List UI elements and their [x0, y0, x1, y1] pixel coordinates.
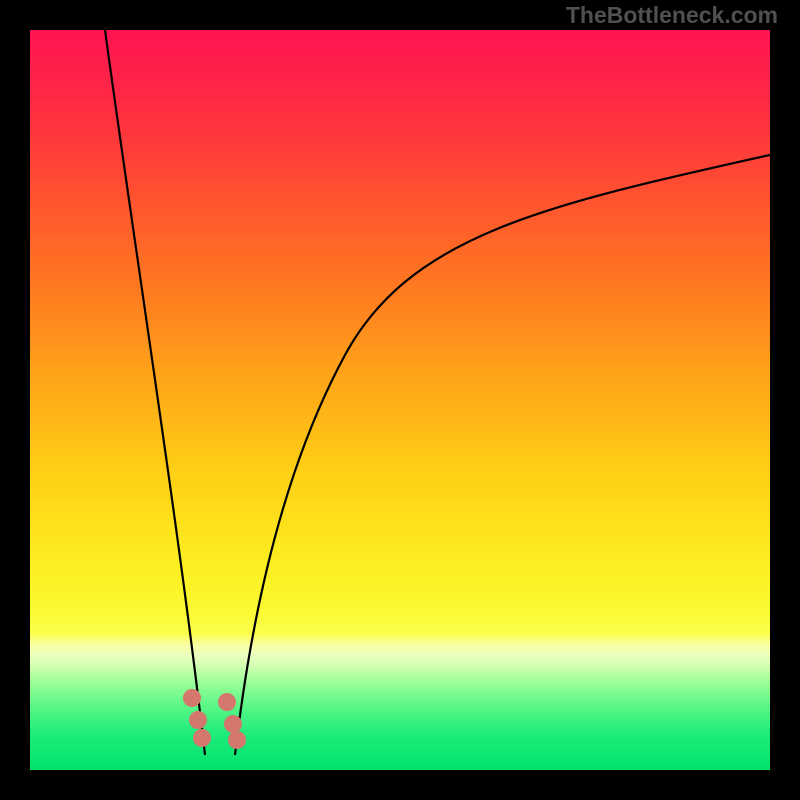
- valley-marker-point: [224, 715, 242, 733]
- curve-left-branch: [105, 30, 205, 755]
- valley-marker-point: [183, 689, 201, 707]
- watermark-text: TheBottleneck.com: [566, 2, 778, 29]
- bottleneck-curve: [30, 30, 770, 770]
- valley-markers: [183, 689, 246, 749]
- curve-right-branch: [235, 155, 770, 755]
- valley-marker-point: [218, 693, 236, 711]
- valley-marker-point: [193, 729, 211, 747]
- plot-area: [30, 30, 770, 770]
- valley-marker-point: [228, 731, 246, 749]
- valley-marker-point: [189, 711, 207, 729]
